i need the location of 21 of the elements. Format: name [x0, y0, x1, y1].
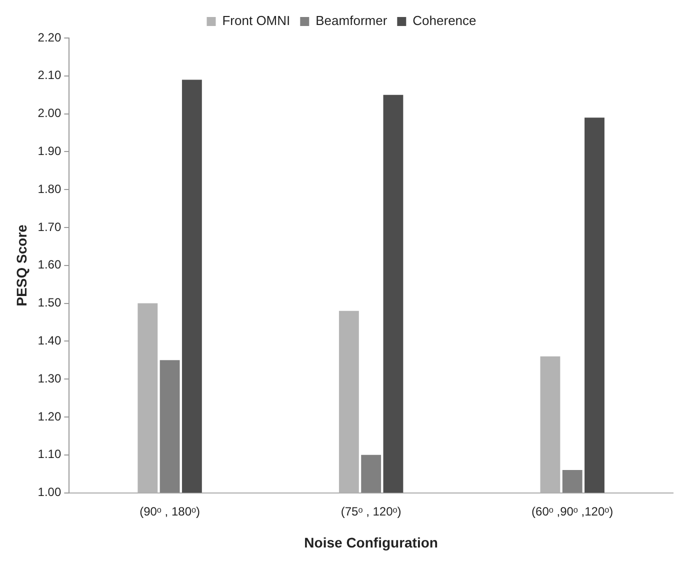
legend-label: Coherence [412, 13, 476, 28]
y-tick-label: 1.00 [38, 485, 62, 500]
x-tick-label: (60ᵒ ,90ᵒ ,120ᵒ) [532, 504, 614, 518]
y-tick-label: 1.60 [38, 258, 62, 272]
x-tick-label: (90ᵒ , 180ᵒ) [140, 504, 200, 518]
x-tick-label: (75ᵒ , 120ᵒ) [340, 504, 402, 518]
y-tick-label: 1.10 [38, 447, 62, 462]
y-tick-label: 1.40 [38, 334, 62, 348]
y-tick-label: 1.70 [38, 220, 62, 234]
y-tick-label: 1.80 [38, 182, 62, 196]
y-tick-label: 2.10 [38, 68, 62, 82]
legend-label: Front OMNI [222, 13, 290, 28]
x-axis-title: Noise Configuration [304, 534, 438, 550]
y-tick-label: 1.20 [38, 409, 62, 424]
y-tick-label: 2.20 [38, 30, 62, 44]
legend-label: Beamformer [316, 13, 388, 28]
y-tick-label: 1.90 [38, 144, 62, 158]
y-tick-label: 2.00 [38, 106, 62, 120]
y-tick-label: 1.30 [38, 371, 62, 386]
y-tick-label: 1.50 [38, 296, 62, 310]
y-axis-title: PESQ Score [13, 224, 30, 306]
